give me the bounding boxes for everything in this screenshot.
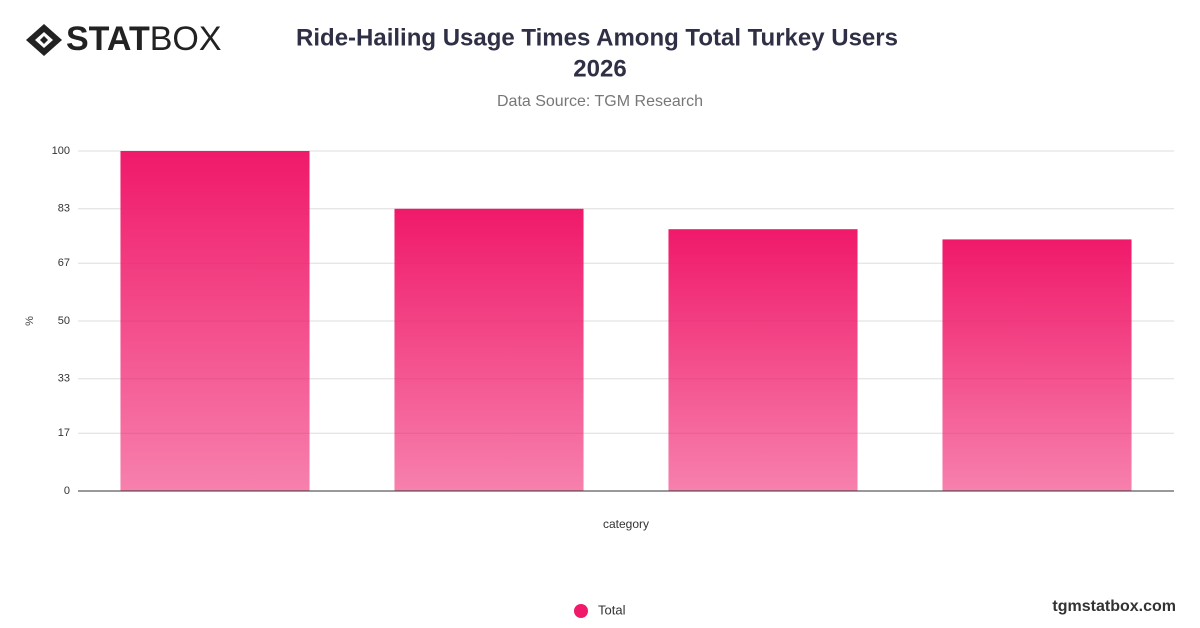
logo-light: BOX — [150, 20, 222, 58]
bar — [668, 229, 858, 491]
logo: STATBOX — [26, 20, 222, 58]
chart-subtitle: Data Source: TGM Research — [497, 93, 703, 110]
chart-title: 2026 — [573, 55, 626, 82]
y-tick-label: 17 — [58, 427, 70, 439]
legend-marker — [574, 604, 588, 618]
x-axis-label: category — [603, 517, 649, 531]
legend-label: Total — [598, 602, 626, 617]
logo-text: STATBOX — [66, 20, 222, 58]
bar — [120, 151, 310, 491]
logo-bold: STAT — [66, 20, 150, 58]
y-tick-label: 33 — [58, 373, 70, 385]
y-tick-label: 67 — [58, 257, 70, 269]
y-tick-label: 100 — [52, 145, 70, 157]
y-tick-label: 0 — [64, 485, 70, 497]
y-axis-label: % — [24, 316, 36, 326]
bar — [942, 239, 1132, 491]
y-tick-label: 83 — [58, 203, 70, 215]
footer: tgmstatbox.com — [1052, 598, 1176, 615]
chart-title: Ride-Hailing Usage Times Among Total Tur… — [296, 24, 898, 51]
y-tick-label: 50 — [58, 315, 70, 327]
bar — [394, 208, 584, 492]
